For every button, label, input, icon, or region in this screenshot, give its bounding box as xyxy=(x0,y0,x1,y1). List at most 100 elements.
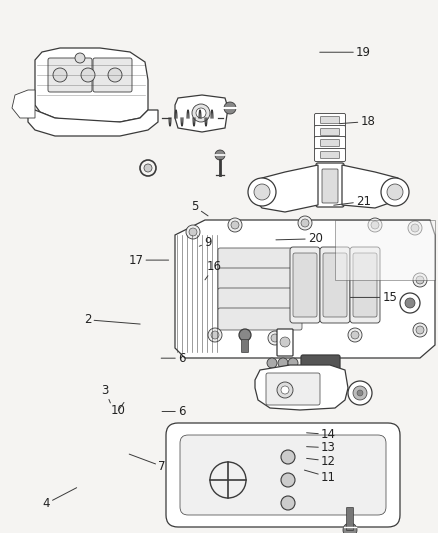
Polygon shape xyxy=(28,110,158,136)
FancyBboxPatch shape xyxy=(277,329,293,356)
Text: 18: 18 xyxy=(339,115,375,128)
FancyBboxPatch shape xyxy=(323,253,347,317)
FancyBboxPatch shape xyxy=(218,308,302,330)
Circle shape xyxy=(353,386,367,400)
FancyBboxPatch shape xyxy=(314,125,346,139)
FancyBboxPatch shape xyxy=(353,253,377,317)
FancyBboxPatch shape xyxy=(218,248,302,270)
Polygon shape xyxy=(335,220,435,280)
Circle shape xyxy=(288,358,298,368)
Text: 6: 6 xyxy=(162,405,186,418)
FancyBboxPatch shape xyxy=(322,169,338,203)
Circle shape xyxy=(108,68,122,82)
Polygon shape xyxy=(342,165,402,208)
Circle shape xyxy=(298,216,312,230)
Circle shape xyxy=(357,390,363,396)
FancyBboxPatch shape xyxy=(266,373,320,405)
FancyBboxPatch shape xyxy=(241,340,248,352)
Polygon shape xyxy=(255,165,318,212)
FancyBboxPatch shape xyxy=(346,507,353,530)
Text: 7: 7 xyxy=(129,454,166,473)
FancyBboxPatch shape xyxy=(290,247,320,323)
Circle shape xyxy=(281,450,295,464)
Circle shape xyxy=(408,221,422,235)
Circle shape xyxy=(189,228,197,236)
Text: 6: 6 xyxy=(161,352,186,365)
FancyBboxPatch shape xyxy=(180,435,386,515)
FancyBboxPatch shape xyxy=(314,136,346,149)
Circle shape xyxy=(416,276,424,284)
FancyBboxPatch shape xyxy=(321,140,339,147)
Text: 15: 15 xyxy=(350,291,397,304)
Text: 19: 19 xyxy=(320,46,371,59)
Circle shape xyxy=(53,68,67,82)
Polygon shape xyxy=(12,90,35,118)
FancyBboxPatch shape xyxy=(316,163,344,207)
Text: 3: 3 xyxy=(102,384,110,403)
FancyBboxPatch shape xyxy=(93,58,132,92)
FancyBboxPatch shape xyxy=(218,268,302,290)
Circle shape xyxy=(239,329,251,341)
FancyBboxPatch shape xyxy=(350,247,380,323)
Circle shape xyxy=(192,104,210,122)
Text: 11: 11 xyxy=(304,470,336,483)
Circle shape xyxy=(267,358,277,368)
Text: 9: 9 xyxy=(199,236,212,249)
Circle shape xyxy=(281,496,295,510)
Circle shape xyxy=(281,473,295,487)
Circle shape xyxy=(196,108,206,118)
Text: 13: 13 xyxy=(307,441,336,454)
Circle shape xyxy=(81,68,95,82)
Text: 17: 17 xyxy=(128,254,169,266)
FancyBboxPatch shape xyxy=(321,151,339,158)
Circle shape xyxy=(228,218,242,232)
Circle shape xyxy=(413,273,427,287)
Circle shape xyxy=(281,386,289,394)
Circle shape xyxy=(208,328,222,342)
FancyBboxPatch shape xyxy=(301,355,340,371)
Circle shape xyxy=(278,358,288,368)
Polygon shape xyxy=(175,95,228,132)
Circle shape xyxy=(416,326,424,334)
Circle shape xyxy=(75,53,85,63)
Text: 12: 12 xyxy=(307,455,336,467)
FancyBboxPatch shape xyxy=(314,114,346,126)
FancyBboxPatch shape xyxy=(48,58,92,92)
Circle shape xyxy=(411,224,419,232)
Circle shape xyxy=(400,293,420,313)
Circle shape xyxy=(387,184,403,200)
Text: 20: 20 xyxy=(276,232,323,245)
Circle shape xyxy=(277,382,293,398)
Text: 4: 4 xyxy=(42,488,77,510)
Polygon shape xyxy=(255,365,348,410)
Circle shape xyxy=(348,328,362,342)
Circle shape xyxy=(144,164,152,172)
Circle shape xyxy=(381,178,409,206)
Text: 10: 10 xyxy=(111,402,126,417)
Circle shape xyxy=(343,523,357,533)
Circle shape xyxy=(413,323,427,337)
FancyBboxPatch shape xyxy=(320,247,350,323)
Circle shape xyxy=(224,102,236,114)
Circle shape xyxy=(215,150,225,160)
Circle shape xyxy=(271,334,279,342)
FancyBboxPatch shape xyxy=(321,117,339,124)
Circle shape xyxy=(301,219,309,227)
Circle shape xyxy=(405,298,415,308)
Text: 21: 21 xyxy=(334,195,371,208)
Text: 16: 16 xyxy=(205,260,222,280)
Circle shape xyxy=(280,337,290,347)
FancyBboxPatch shape xyxy=(321,128,339,135)
Text: 5: 5 xyxy=(191,200,208,216)
FancyBboxPatch shape xyxy=(293,253,317,317)
Circle shape xyxy=(186,225,200,239)
FancyBboxPatch shape xyxy=(314,149,346,161)
Polygon shape xyxy=(35,48,148,122)
Circle shape xyxy=(211,331,219,339)
Circle shape xyxy=(231,221,239,229)
Circle shape xyxy=(268,331,282,345)
Circle shape xyxy=(254,184,270,200)
FancyBboxPatch shape xyxy=(218,288,302,310)
Text: 14: 14 xyxy=(307,428,336,441)
Polygon shape xyxy=(175,220,435,358)
